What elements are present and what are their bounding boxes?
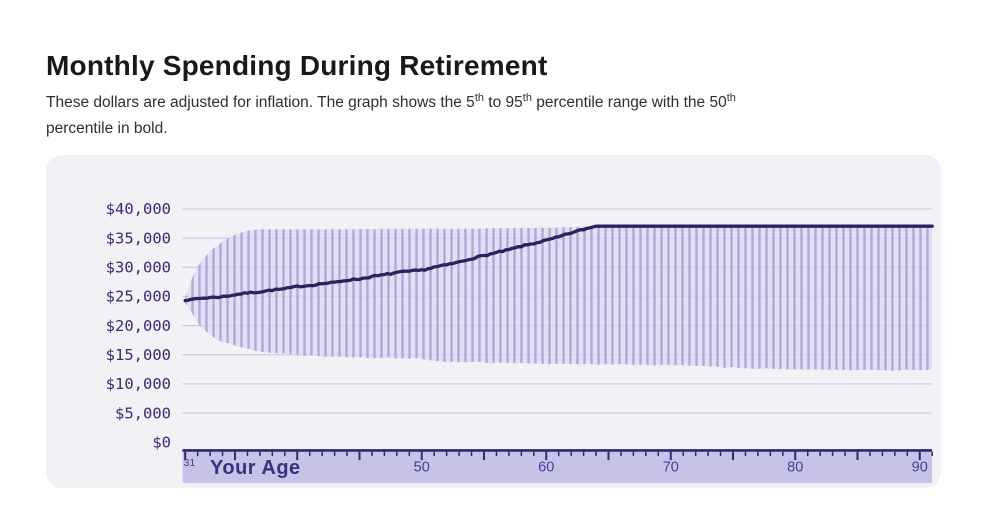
page-title: Monthly Spending During Retirement — [46, 50, 548, 81]
subtitle-superscript: th — [726, 92, 736, 104]
subtitle-superscript: th — [522, 92, 532, 104]
subtitle-text: percentile in bold. — [46, 120, 168, 137]
subtitle-text: percentile range with the 50 — [531, 94, 727, 111]
subtitle-superscript: th — [474, 92, 484, 104]
page-subtitle: These dollars are adjusted for inflation… — [46, 90, 946, 142]
chart-panel — [46, 155, 941, 488]
subtitle-text: These dollars are adjusted for inflation… — [46, 94, 475, 111]
subtitle-text: to 95 — [484, 94, 523, 111]
